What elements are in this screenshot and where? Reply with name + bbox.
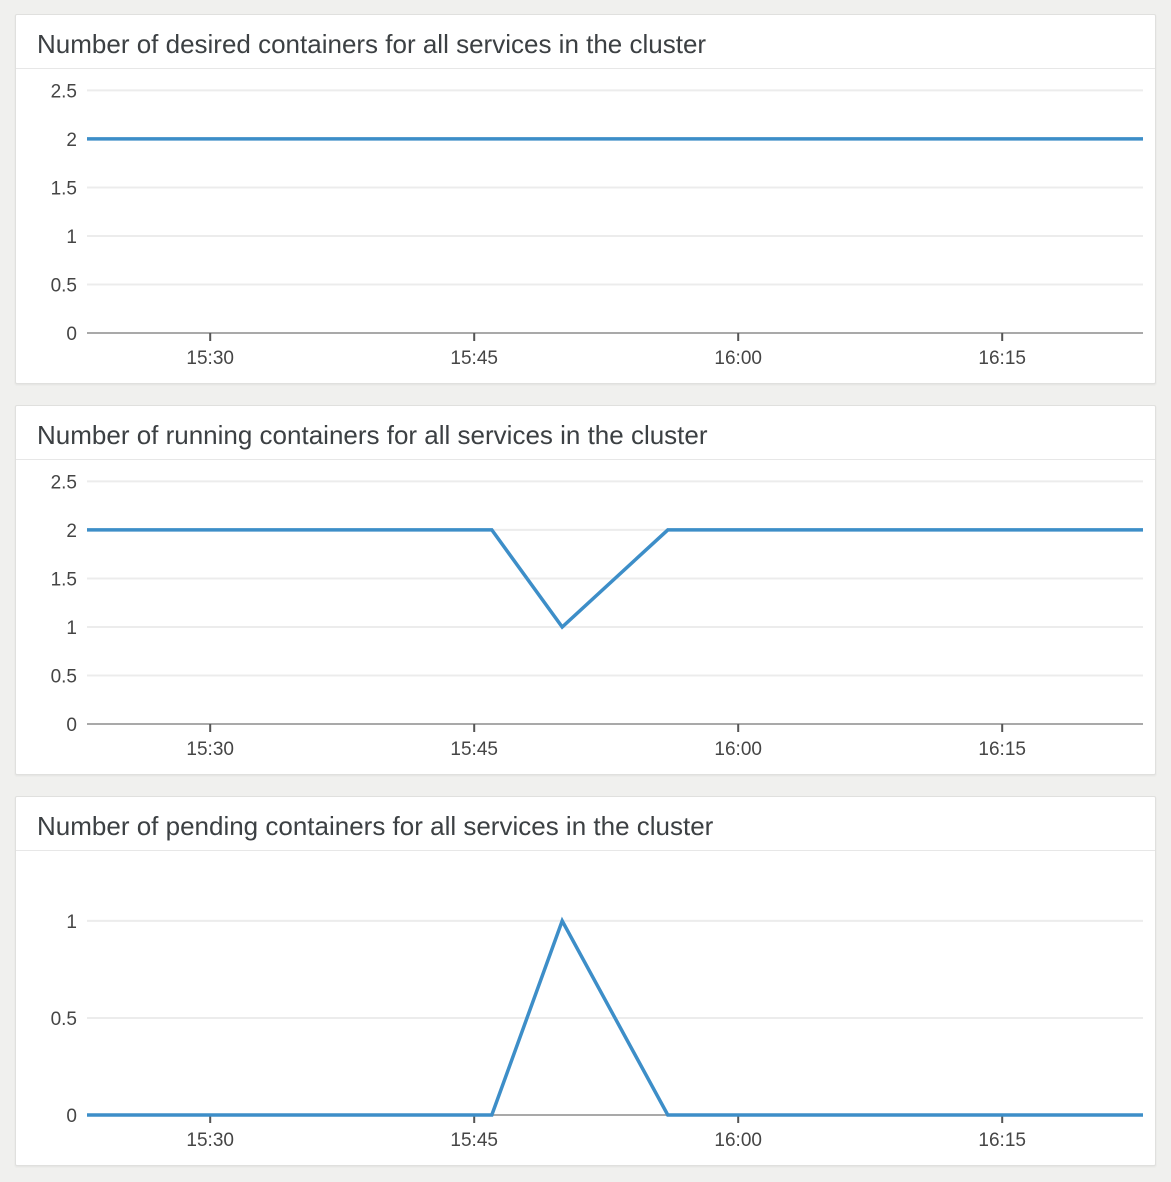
pending-containers-chart-panel: Number of pending containers for all ser… xyxy=(15,796,1156,1166)
x-axis-tick-label: 16:00 xyxy=(714,348,762,369)
y-axis-tick-label: 2.5 xyxy=(51,472,77,493)
x-axis-tick-label: 15:30 xyxy=(186,348,234,369)
series-line xyxy=(87,916,1143,1117)
x-axis-tick-label: 15:45 xyxy=(450,348,498,369)
x-axis-tick-label: 16:15 xyxy=(978,739,1026,760)
y-axis-tick-label: 0.5 xyxy=(51,666,77,687)
y-axis-tick-label: 1.5 xyxy=(51,569,77,590)
y-axis-tick-label: 2 xyxy=(66,130,77,151)
x-axis-tick-label: 15:30 xyxy=(186,739,234,760)
running-containers-chart-title: Number of running containers for all ser… xyxy=(16,406,1155,460)
x-axis-tick-label: 16:15 xyxy=(978,348,1026,369)
y-axis-tick-label: 0 xyxy=(66,1106,77,1127)
y-axis-tick-label: 1 xyxy=(66,912,77,933)
desired-containers-chart[interactable]: 0 0.5 1 1.5 2 2.5 15:30 15:45 16:00 16:15 xyxy=(16,69,1155,383)
y-axis-tick-label: 2.5 xyxy=(51,81,77,102)
y-axis-tick-label: 1 xyxy=(66,618,77,639)
y-axis-tick-label: 0.5 xyxy=(51,275,77,296)
y-axis-tick-label: 0 xyxy=(66,715,77,736)
y-axis-tick-label: 1 xyxy=(66,227,77,248)
y-axis-tick-label: 2 xyxy=(66,521,77,542)
desired-containers-chart-panel: Number of desired containers for all ser… xyxy=(15,14,1156,384)
x-axis-tick-label: 16:15 xyxy=(978,1130,1026,1151)
x-axis-tick-label: 15:30 xyxy=(186,1130,234,1151)
x-axis-tick-label: 16:00 xyxy=(714,739,762,760)
pending-containers-chart[interactable]: 0 0.5 1 15:30 15:45 16:00 16:15 xyxy=(16,851,1155,1165)
y-axis-tick-label: 0.5 xyxy=(51,1009,77,1030)
pending-containers-chart-title: Number of pending containers for all ser… xyxy=(16,797,1155,851)
running-containers-chart-panel: Number of running containers for all ser… xyxy=(15,405,1156,775)
y-axis-tick-label: 0 xyxy=(66,324,77,345)
series-line xyxy=(87,528,1143,630)
x-axis-tick-label: 16:00 xyxy=(714,1130,762,1151)
x-axis-tick-label: 15:45 xyxy=(450,1130,498,1151)
desired-containers-chart-title: Number of desired containers for all ser… xyxy=(16,15,1155,69)
y-axis-tick-label: 1.5 xyxy=(51,178,77,199)
x-axis-tick-label: 15:45 xyxy=(450,739,498,760)
running-containers-chart[interactable]: 0 0.5 1 1.5 2 2.5 15:30 15:45 16:00 16:15 xyxy=(16,460,1155,774)
